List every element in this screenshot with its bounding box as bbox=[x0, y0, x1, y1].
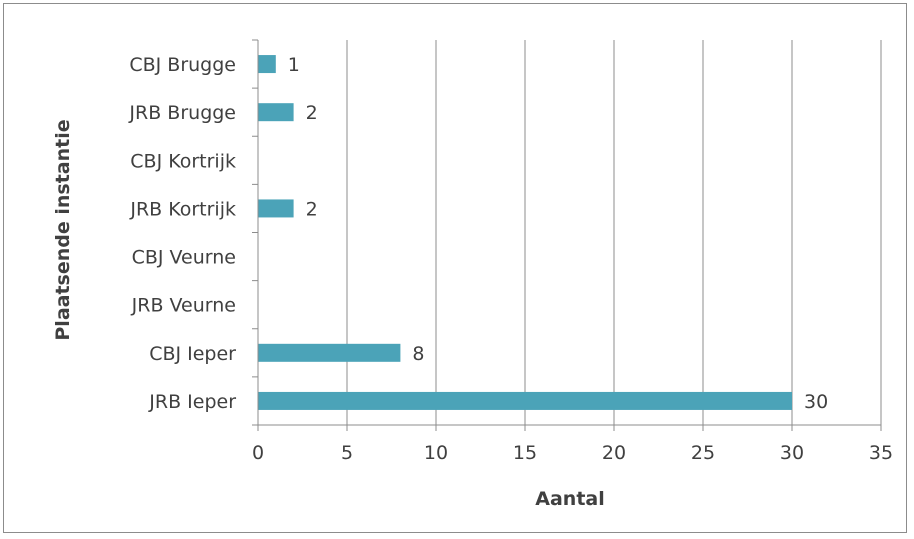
bar bbox=[258, 199, 294, 218]
category-label: JRB Ieper bbox=[148, 391, 236, 413]
category-label: CBJ Veurne bbox=[132, 247, 236, 269]
data-label: 2 bbox=[306, 102, 318, 124]
x-tick-label: 20 bbox=[602, 442, 626, 464]
category-label: JRB Veurne bbox=[131, 295, 236, 317]
category-label: JRB Kortrijk bbox=[129, 198, 236, 220]
bar bbox=[258, 391, 792, 410]
x-tick-label: 30 bbox=[780, 442, 804, 464]
x-tick-label: 10 bbox=[424, 442, 448, 464]
bar bbox=[258, 55, 276, 74]
x-tick-label: 5 bbox=[341, 442, 353, 464]
data-label: 1 bbox=[288, 54, 300, 76]
bar bbox=[258, 103, 294, 122]
bar bbox=[258, 343, 401, 362]
labels: 0 5 10 15 20 25 30 35 CBJ Brugge 1 JRB Brugge 2 CBJ … bbox=[128, 54, 893, 464]
category-label: CBJ Kortrijk bbox=[130, 150, 236, 172]
axes bbox=[252, 39, 881, 426]
category-label: CBJ Brugge bbox=[129, 54, 236, 76]
category-label: JRB Brugge bbox=[128, 102, 236, 124]
chart-frame bbox=[3, 3, 907, 533]
data-label: 2 bbox=[306, 198, 318, 220]
gridlines bbox=[257, 40, 882, 431]
data-label: 30 bbox=[804, 391, 828, 413]
x-tick-label: 25 bbox=[691, 442, 715, 464]
y-axis-title: Plaatsende instantie bbox=[52, 119, 74, 340]
data-label: 8 bbox=[412, 343, 424, 365]
bars bbox=[258, 55, 792, 410]
x-tick-label: 35 bbox=[869, 442, 893, 464]
x-tick-label: 0 bbox=[252, 442, 264, 464]
x-tick-label: 15 bbox=[513, 442, 537, 464]
x-axis-title: Aantal bbox=[535, 488, 604, 510]
category-label: CBJ Ieper bbox=[149, 343, 236, 365]
